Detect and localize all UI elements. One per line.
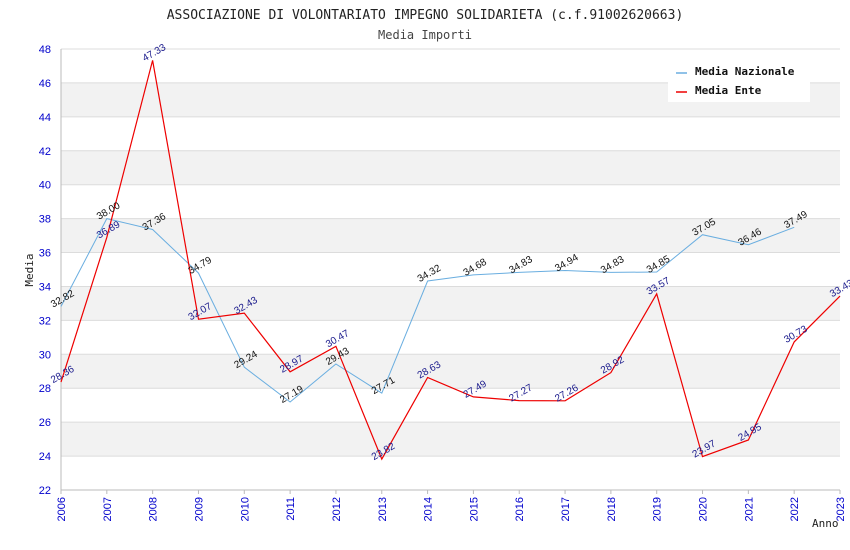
x-tick-label: 2018 [606,497,618,521]
data-label-nazionale: 34.32 [416,263,444,285]
y-axis-ticks: 22 24 26 28 30 32 34 36 38 40 42 44 46 48 [39,44,51,497]
gridlines [61,48,840,491]
x-tick-label: 2012 [331,497,343,521]
x-tick-label: 2008 [148,497,160,521]
plot-bands [61,82,840,457]
x-tick-label: 2021 [743,497,755,521]
data-label-nazionale: 34.83 [507,254,535,276]
plot-band [61,422,840,457]
plot-band [61,218,840,253]
data-label-ente: 30.47 [324,328,352,350]
y-tick-label: 44 [39,112,51,124]
x-axis-label: Anno [812,517,839,530]
axes [60,49,840,491]
y-tick-label: 34 [39,281,51,293]
plot-band [61,286,840,321]
y-tick-label: 24 [39,451,51,463]
x-tick-label: 2009 [193,497,205,521]
legend-box [668,60,810,102]
y-tick-label: 26 [39,417,51,429]
data-label-nazionale: 34.79 [187,255,215,277]
legend-label-media-ente: Media Ente [695,84,762,97]
x-tick-label: 2020 [698,497,710,521]
y-tick-label: 48 [39,44,51,56]
data-label-nazionale: 34.85 [645,254,673,276]
x-tick-label: 2022 [789,497,801,521]
y-tick-label: 46 [39,78,51,90]
x-tick-label: 2013 [377,497,389,521]
plot-band [61,354,840,389]
x-tick-label: 2016 [514,497,526,521]
chart-subtitle: Media Importi [378,28,472,42]
y-tick-label: 28 [39,383,51,395]
x-tick-label: 2007 [102,497,114,521]
x-tick-label: 2015 [468,497,480,521]
x-tick-label: 2019 [652,497,664,521]
x-tick-label: 2010 [239,497,251,521]
x-tick-label: 2017 [560,497,572,521]
y-tick-label: 36 [39,248,51,260]
y-tick-label: 30 [39,349,51,361]
series-line-media-ente [60,60,841,461]
x-tick-label: 2006 [56,497,68,521]
data-label-ente: 33.43 [828,278,850,300]
x-axis-ticks: 2006 2007 2008 2009 2010 2011 2012 2013 2014 2015… [56,490,847,521]
x-tick-label: 2023 [835,497,847,521]
plot-band [61,150,840,185]
chart-title: ASSOCIAZIONE DI VOLONTARIATO IMPEGNO SOL… [167,8,684,23]
y-tick-label: 38 [39,214,51,226]
data-label-nazionale: 34.68 [462,257,490,279]
x-tick-label: 2011 [285,497,297,521]
series-line-media-nazionale [60,218,795,403]
y-tick-label: 40 [39,180,51,192]
data-label-ente: 30.73 [782,324,810,346]
legend-label-media-nazionale: Media Nazionale [695,65,795,78]
x-tick-label: 2014 [423,497,435,521]
series-group [60,60,841,461]
legend: Media Nazionale Media Ente [668,60,810,102]
y-tick-label: 32 [39,315,51,327]
data-label-nazionale: 34.83 [599,254,627,276]
y-axis-label: Media [23,253,36,286]
data-label-ente: 47.33 [141,42,169,64]
y-tick-label: 42 [39,146,51,158]
y-tick-label: 22 [39,485,51,497]
